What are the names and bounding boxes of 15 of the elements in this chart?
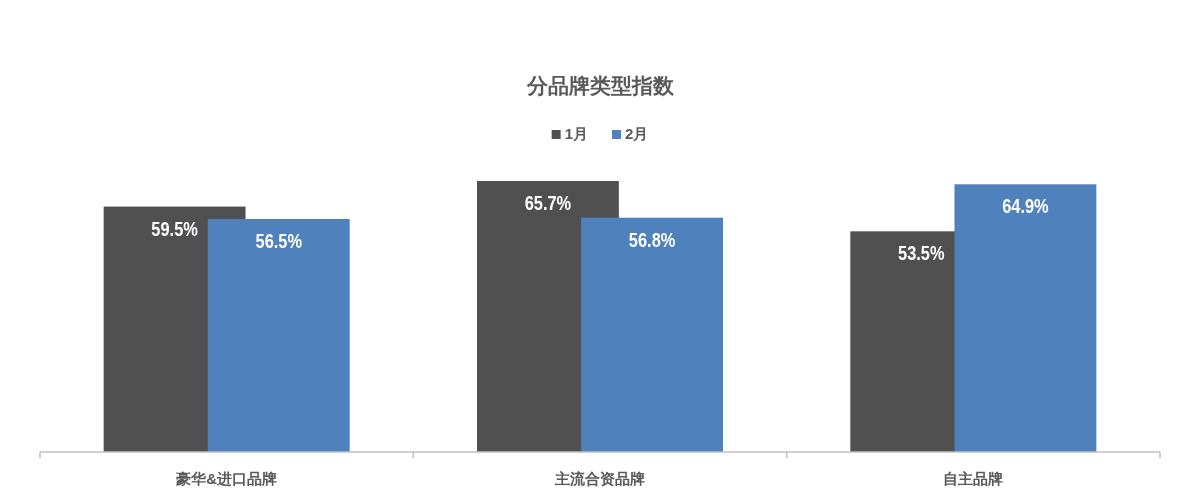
legend-label: 1月 bbox=[564, 125, 588, 142]
chart-title: 分品牌类型指数 bbox=[525, 74, 675, 97]
bar bbox=[581, 217, 724, 452]
data-label: 56.8% bbox=[628, 228, 676, 252]
bar bbox=[207, 218, 350, 452]
x-tick-label: 豪华&进口品牌 bbox=[175, 470, 278, 487]
legend-label: 2月 bbox=[625, 125, 649, 142]
data-label: 53.5% bbox=[898, 241, 945, 265]
x-tick-label: 自主品牌 bbox=[943, 470, 1004, 487]
bar bbox=[954, 184, 1097, 452]
data-label: 59.5% bbox=[151, 216, 198, 240]
data-label: 65.7% bbox=[524, 191, 572, 215]
data-label: 64.9% bbox=[1002, 194, 1049, 218]
x-tick-label: 主流合资品牌 bbox=[554, 470, 645, 487]
data-label: 56.5% bbox=[255, 229, 302, 253]
